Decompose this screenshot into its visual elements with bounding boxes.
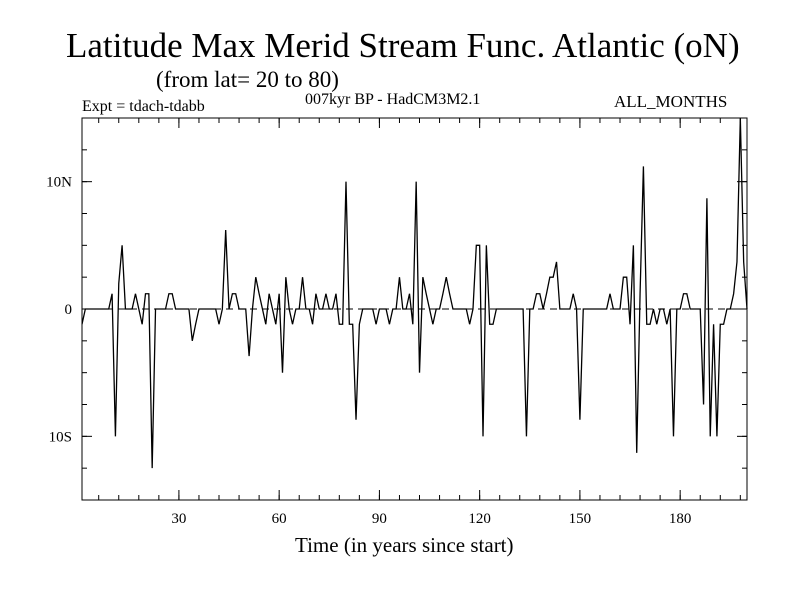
- x-tick-label: 60: [272, 511, 287, 527]
- series-line: [81, 117, 748, 469]
- experiment-label: Expt = tdach-tdabb: [82, 98, 205, 115]
- x-tick-label: 90: [372, 511, 387, 527]
- x-tick-label: 150: [569, 511, 592, 527]
- x-tick-label: 30: [171, 511, 186, 527]
- x-tick-label: 180: [669, 511, 692, 527]
- y-tick-label: 10S: [49, 429, 72, 445]
- model-label: 007kyr BP - HadCM3M2.1: [305, 91, 481, 108]
- season-label: ALL_MONTHS: [614, 92, 728, 111]
- chart-subtitle: (from lat= 20 to 80): [156, 67, 339, 92]
- x-tick-label: 120: [468, 511, 491, 527]
- axis-tick-labels: 30 60 90 120 150 180 10N 0 10S: [46, 175, 691, 527]
- chart-title: Latitude Max Merid Stream Func. Atlantic…: [66, 26, 740, 65]
- x-axis-label: Time (in years since start): [295, 533, 514, 557]
- y-tick-label: 0: [65, 302, 73, 318]
- y-tick-label: 10N: [46, 175, 72, 191]
